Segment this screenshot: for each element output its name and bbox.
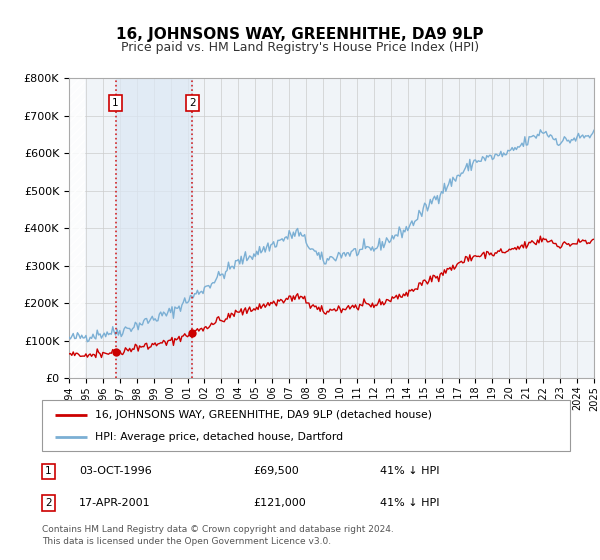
Text: 17-APR-2001: 17-APR-2001 [79, 498, 151, 508]
Text: 2: 2 [189, 98, 196, 108]
Text: £121,000: £121,000 [253, 498, 306, 508]
FancyBboxPatch shape [42, 400, 570, 451]
Text: 16, JOHNSONS WAY, GREENHITHE, DA9 9LP: 16, JOHNSONS WAY, GREENHITHE, DA9 9LP [116, 27, 484, 42]
Text: 1: 1 [112, 98, 119, 108]
Text: 1: 1 [45, 466, 52, 477]
Text: 41% ↓ HPI: 41% ↓ HPI [380, 466, 439, 477]
Text: 2: 2 [45, 498, 52, 508]
Bar [69, 78, 85, 378]
Bar [116, 78, 192, 378]
Text: Price paid vs. HM Land Registry's House Price Index (HPI): Price paid vs. HM Land Registry's House … [121, 40, 479, 54]
Text: 41% ↓ HPI: 41% ↓ HPI [380, 498, 439, 508]
Text: HPI: Average price, detached house, Dartford: HPI: Average price, detached house, Dart… [95, 432, 343, 442]
Text: 03-OCT-1996: 03-OCT-1996 [79, 466, 152, 477]
Text: 16, JOHNSONS WAY, GREENHITHE, DA9 9LP (detached house): 16, JOHNSONS WAY, GREENHITHE, DA9 9LP (d… [95, 410, 432, 420]
Text: £69,500: £69,500 [253, 466, 299, 477]
Text: Contains HM Land Registry data © Crown copyright and database right 2024.
This d: Contains HM Land Registry data © Crown c… [42, 525, 394, 546]
